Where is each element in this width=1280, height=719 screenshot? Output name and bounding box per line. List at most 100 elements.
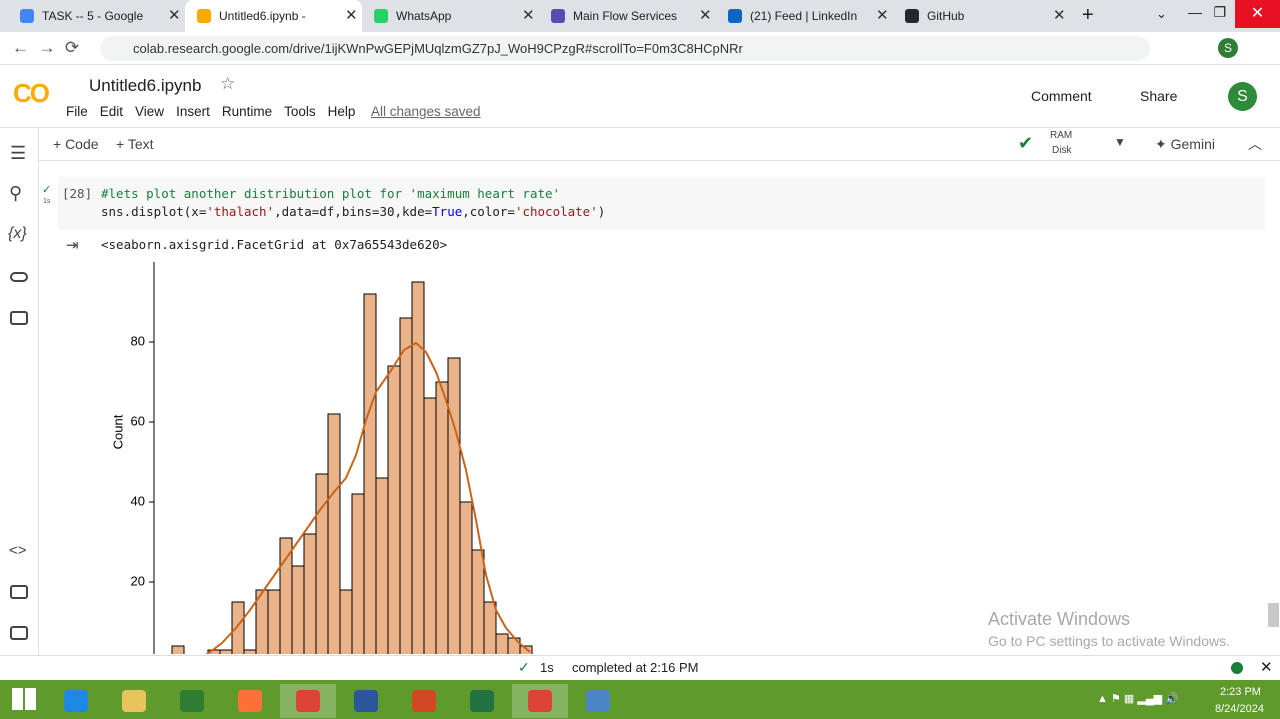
menu-item[interactable]: Tools bbox=[284, 104, 316, 119]
y-tick-label: 40 bbox=[131, 493, 145, 508]
tab-search[interactable]: ⌄ bbox=[1156, 6, 1167, 21]
profile[interactable]: S bbox=[1218, 38, 1238, 58]
taskbar-app[interactable] bbox=[338, 684, 394, 718]
gemini-button[interactable]: ✦ Gemini bbox=[1155, 136, 1215, 152]
watermark-title: Activate Windows bbox=[988, 609, 1131, 629]
output-icon[interactable]: ⇥ bbox=[66, 237, 79, 254]
menu-item[interactable]: File bbox=[66, 104, 88, 119]
tab-close[interactable]: ✕ bbox=[699, 7, 712, 24]
comment-button[interactable]: Comment bbox=[1031, 88, 1092, 104]
close-window[interactable]: ✕ bbox=[1235, 0, 1280, 28]
status-dot bbox=[1231, 662, 1243, 674]
tab-close[interactable]: ✕ bbox=[345, 7, 358, 24]
status-close[interactable]: ✕ bbox=[1260, 659, 1273, 676]
nav-buttons[interactable]: ← → ⟳ bbox=[12, 38, 80, 57]
taskbar-app[interactable] bbox=[48, 684, 104, 718]
app-icon bbox=[238, 690, 262, 712]
browser-tab[interactable]: (21) Feed | LinkedIn ✕ bbox=[716, 0, 893, 32]
bar bbox=[447, 357, 461, 654]
bar bbox=[411, 281, 425, 654]
menu-item[interactable]: Edit bbox=[99, 104, 124, 119]
share-button[interactable]: Share bbox=[1140, 88, 1178, 104]
new-tab[interactable]: + bbox=[1082, 4, 1094, 26]
taskbar-app[interactable] bbox=[396, 684, 452, 718]
search-icon[interactable]: ⚲ bbox=[9, 183, 23, 203]
tab-close[interactable]: ✕ bbox=[876, 7, 889, 24]
browser-tab[interactable]: TASK -- 5 - Google Driv✕ bbox=[8, 0, 185, 55]
menu-item[interactable]: Insert bbox=[176, 104, 210, 119]
ram-label: RAM bbox=[1050, 130, 1073, 141]
browser-tab[interactable]: Main Flow Services And✕ bbox=[539, 0, 716, 55]
code-token: 'thalach' bbox=[206, 204, 275, 219]
bar bbox=[171, 645, 185, 654]
bar bbox=[375, 477, 389, 654]
collapse[interactable]: ︿ bbox=[1248, 136, 1262, 152]
bar bbox=[459, 501, 473, 654]
app-icon bbox=[296, 690, 320, 712]
tab-close[interactable]: ✕ bbox=[168, 7, 181, 24]
window-controls[interactable]: — ❐ bbox=[1188, 4, 1227, 20]
run-check: ✓ bbox=[42, 184, 52, 196]
output-text: <seaborn.axisgrid.FacetGrid at 0x7a65543… bbox=[101, 237, 448, 252]
taskbar-app[interactable] bbox=[512, 684, 568, 718]
clock-date: 8/24/2024 bbox=[1215, 703, 1264, 715]
code-cell[interactable] bbox=[58, 177, 1265, 230]
tab-close[interactable]: ✕ bbox=[522, 7, 535, 24]
taskbar-app[interactable] bbox=[164, 684, 220, 718]
app-icon bbox=[586, 690, 610, 712]
scrollbar[interactable] bbox=[1268, 603, 1279, 627]
resource-dropdown[interactable]: ▼ bbox=[1114, 135, 1126, 149]
code-token: 'chocolate' bbox=[514, 204, 598, 219]
bar bbox=[291, 565, 305, 654]
taskbar-app[interactable] bbox=[454, 684, 510, 718]
snippets-icon[interactable]: <> bbox=[9, 542, 27, 559]
terminal-icon[interactable] bbox=[10, 626, 28, 640]
menu-item[interactable]: View bbox=[135, 104, 165, 119]
notebook-title[interactable]: Untitled6.ipynb bbox=[89, 76, 202, 95]
secrets-icon[interactable] bbox=[10, 272, 28, 282]
browser-tab[interactable]: GitHub ✕ bbox=[893, 0, 1070, 32]
start-button[interactable] bbox=[12, 688, 36, 710]
menu-item[interactable]: Help bbox=[327, 104, 356, 119]
bar bbox=[399, 317, 413, 654]
toc-icon[interactable]: ☰ bbox=[10, 143, 27, 163]
tab-close[interactable]: ✕ bbox=[1053, 7, 1066, 24]
add-code[interactable]: + Code bbox=[53, 136, 99, 152]
bar bbox=[279, 537, 293, 654]
watermark-subtitle: Go to PC settings to activate Windows. bbox=[988, 633, 1230, 649]
colab-logo[interactable]: CO bbox=[13, 78, 50, 108]
variables-icon[interactable]: {x} bbox=[8, 225, 27, 242]
sidebar-border bbox=[38, 128, 39, 655]
command-icon[interactable] bbox=[10, 585, 28, 599]
bar bbox=[303, 533, 317, 654]
save-status[interactable]: All changes saved bbox=[371, 104, 481, 119]
files-icon[interactable] bbox=[10, 311, 28, 325]
avatar[interactable]: S bbox=[1228, 82, 1257, 111]
bar bbox=[387, 365, 401, 654]
code-token: ,data=df,bins=30,kde= bbox=[274, 204, 433, 219]
app-icon bbox=[354, 690, 378, 712]
bar bbox=[423, 397, 437, 654]
y-tick-label: 20 bbox=[131, 573, 145, 588]
histogram-chart: Count 20 40 60 80 bbox=[110, 262, 533, 654]
add-text[interactable]: + Text bbox=[116, 136, 154, 152]
taskbar-app[interactable] bbox=[280, 684, 336, 718]
tab-icon bbox=[551, 9, 565, 23]
bar bbox=[231, 601, 245, 654]
bar bbox=[471, 549, 485, 654]
app-icon bbox=[470, 690, 494, 712]
omnibox[interactable] bbox=[100, 36, 1150, 61]
taskbar-app[interactable] bbox=[222, 684, 278, 718]
bar bbox=[507, 637, 521, 654]
bar bbox=[219, 649, 233, 654]
taskbar-app[interactable] bbox=[106, 684, 162, 718]
taskbar-app[interactable] bbox=[570, 684, 626, 718]
bar bbox=[435, 381, 449, 654]
menu-item[interactable]: Runtime bbox=[221, 104, 273, 119]
tray-icons[interactable]: ▲ ⚑ ▦ ▂▄▆ 🔊 bbox=[1097, 693, 1179, 705]
bar bbox=[267, 589, 281, 654]
star[interactable]: ☆ bbox=[220, 74, 236, 93]
browser-tab[interactable]: Untitled6.ipynb - Colab✕ bbox=[185, 0, 362, 55]
browser-tab[interactable]: WhatsApp ✕ bbox=[362, 0, 539, 32]
